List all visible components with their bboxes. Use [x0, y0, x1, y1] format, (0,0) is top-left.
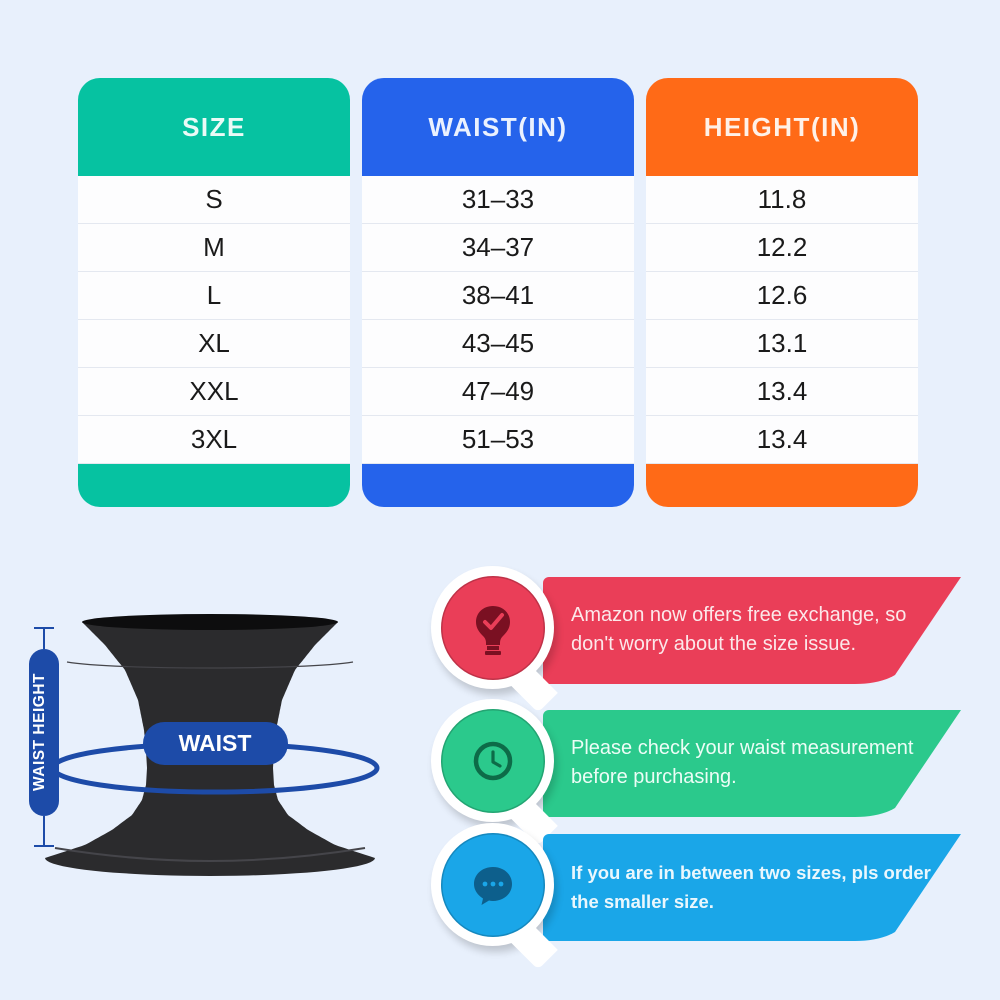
- svg-text:WAIST: WAIST: [179, 730, 252, 756]
- svg-text:WAIST HEIGHT: WAIST HEIGHT: [31, 673, 48, 791]
